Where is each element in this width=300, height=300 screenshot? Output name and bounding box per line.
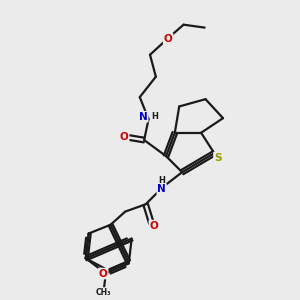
Text: N: N [139,112,148,122]
Text: O: O [164,34,172,44]
Text: O: O [99,268,108,278]
Text: N: N [157,184,166,194]
Text: H: H [152,112,158,121]
Text: O: O [120,132,129,142]
Text: S: S [214,153,221,163]
Text: O: O [149,220,158,231]
Text: CH₃: CH₃ [96,288,111,297]
Text: H: H [158,176,165,185]
